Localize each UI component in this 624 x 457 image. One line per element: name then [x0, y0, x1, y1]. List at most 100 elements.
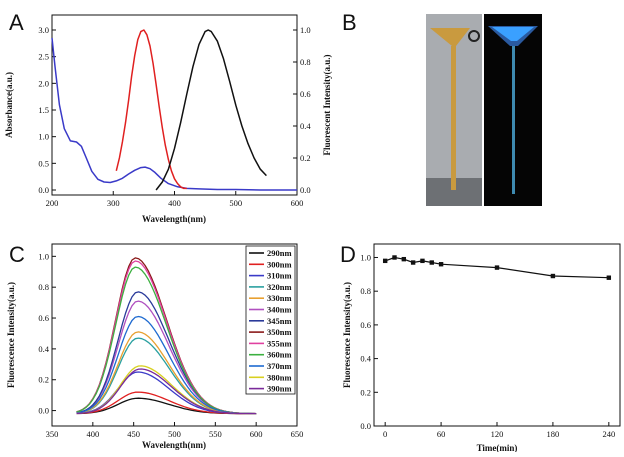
legend-label-330nm: 330nm: [267, 293, 292, 303]
a-yr-tick-label: 0.4: [300, 121, 311, 131]
y-axis-label-a: Absorbance(a.u.): [4, 72, 14, 138]
d-y-tick-label: 0.6: [360, 320, 371, 330]
a-x-tick-label: 400: [168, 198, 181, 208]
series-group-a: [51, 29, 297, 191]
y-axis-right-label-a: Fluorescent Intensity(a.u.): [322, 54, 332, 155]
c-x-tick-label: 350: [46, 429, 59, 439]
legend-label-360nm: 360nm: [267, 350, 292, 360]
a-y-tick-label: 2.5: [38, 52, 49, 62]
x-axis-label-c: Wavelength(nm): [142, 440, 206, 450]
c-y-tick-label: 0.0: [38, 406, 49, 416]
d-y-tick-label: 1.0: [360, 252, 371, 262]
legend-label-290nm: 290nm: [267, 248, 292, 258]
y-axis-label-c: Fluorescence Intensity(a.u.): [6, 282, 16, 388]
excitation-emission-chart: 350 400 450 500 550 600 650 0.0 0.2 0.4 0.6 0.8 1.0…: [6, 243, 304, 450]
d-data-point: [420, 258, 425, 264]
d-data-point: [438, 262, 444, 267]
a-y-tick-label: 3.0: [38, 25, 49, 35]
d-data-point: [382, 258, 388, 264]
a-y-tick-label: 0.5: [38, 158, 49, 168]
legend-label-390nm: 390nm: [267, 384, 292, 394]
d-data-point: [494, 265, 500, 270]
d-x-tick-label: 0: [383, 429, 387, 439]
c-y-tick-label: 0.8: [38, 282, 49, 292]
c-y-tick-label: 0.2: [38, 375, 49, 385]
a-yr-tick-label: 0.0: [300, 185, 311, 195]
tube-stem-daylight: [451, 46, 456, 190]
a-y-tick-label: 2.0: [38, 78, 49, 88]
absorbance-fluorescence-chart: 200 300 400 500 600 0.0 0.5 1.0 1.5 2.0 2.5 3.0 0.…: [4, 14, 332, 224]
c-y-tick-label: 1.0: [38, 251, 49, 261]
c-x-tick-label: 650: [291, 429, 304, 439]
a-x-tick-label: 600: [291, 198, 304, 208]
d-x-tick-label: 180: [547, 429, 560, 439]
cuvette-photo: [426, 14, 542, 206]
legend-label-345nm: 345nm: [267, 316, 292, 326]
time-stability-chart: 0 60 120 180 240 0.0 0.2 0.4 0.6 0.8 1.0 Time(min…: [342, 243, 621, 453]
c-y-tick-label: 0.4: [38, 344, 49, 354]
y-axis-right-ticks-a: 0.0 0.2 0.4 0.6 0.8 1.0: [293, 25, 311, 195]
d-data-point: [401, 256, 407, 262]
legend-label-370nm: 370nm: [267, 361, 292, 371]
tube-funnel-uv-glow: [492, 27, 534, 41]
legend-label-340nm: 340nm: [267, 305, 292, 315]
c-x-tick-label: 450: [127, 429, 140, 439]
plot-frame-d: [373, 243, 621, 427]
c-x-tick-label: 400: [86, 429, 99, 439]
a-yr-tick-label: 0.8: [300, 57, 311, 67]
a-series-line-2: [155, 29, 267, 191]
c-series-line-390nm: [76, 368, 257, 415]
a-y-tick-label: 1.5: [38, 105, 49, 115]
series-group-d: [382, 255, 612, 280]
d-data-point: [550, 273, 556, 279]
d-y-tick-label: 0.8: [360, 286, 371, 296]
c-series-line-355nm: [76, 260, 257, 415]
a-x-tick-label: 300: [107, 198, 120, 208]
legend-label-350nm: 350nm: [267, 327, 292, 337]
a-y-tick-label: 1.0: [38, 132, 49, 142]
d-data-point: [606, 275, 612, 280]
d-series-line: [384, 256, 609, 279]
x-axis-label-d: Time(min): [477, 443, 518, 452]
tube-funnel-daylight: [430, 28, 470, 46]
panel-letter-a: A: [9, 10, 24, 35]
a-yr-tick-label: 0.2: [300, 153, 311, 163]
panel-letter-c: C: [9, 242, 25, 267]
legend-label-310nm: 310nm: [267, 271, 292, 281]
a-series-line-0: [51, 37, 297, 191]
legend-label-380nm: 380nm: [267, 372, 292, 382]
d-y-tick-label: 0.4: [360, 354, 371, 364]
legend-label-320nm: 320nm: [267, 282, 292, 292]
c-x-tick-label: 550: [209, 429, 222, 439]
legend-label-300nm: 300nm: [267, 259, 292, 269]
d-x-tick-label: 240: [602, 429, 615, 439]
d-y-tick-label: 0.0: [360, 421, 371, 431]
a-x-tick-label: 500: [229, 198, 242, 208]
tube-ring-icon: [468, 30, 480, 42]
y-axis-ticks-d: 0.0 0.2 0.4 0.6 0.8 1.0: [360, 252, 378, 431]
x-axis-ticks-c: 350 400 450 500 550 600 650: [46, 422, 304, 439]
d-y-tick-label: 0.2: [360, 387, 371, 397]
legend-label-355nm: 355nm: [267, 338, 292, 348]
y-axis-label-d: Fluorescence Intensity(a.u.): [342, 282, 352, 388]
panel-letter-b: B: [342, 10, 357, 35]
c-y-tick-label: 0.6: [38, 313, 49, 323]
y-axis-ticks-a: 0.0 0.5 1.0 1.5 2.0 2.5 3.0: [38, 25, 56, 195]
x-axis-label-a: Wavelength(nm): [142, 214, 206, 224]
a-yr-tick-label: 1.0: [300, 25, 311, 35]
series-group-c: [76, 257, 257, 415]
a-series-line-1: [115, 29, 187, 190]
c-x-tick-label: 600: [250, 429, 263, 439]
d-x-tick-label: 120: [491, 429, 504, 439]
panel-letter-d: D: [340, 242, 356, 267]
d-x-tick-label: 60: [437, 429, 446, 439]
a-y-tick-label: 0.0: [38, 185, 49, 195]
y-axis-ticks-c: 0.0 0.2 0.4 0.6 0.8 1.0: [38, 251, 56, 416]
c-x-tick-label: 500: [168, 429, 181, 439]
tube-stem-uv: [512, 46, 515, 194]
d-data-point: [410, 260, 416, 265]
x-axis-ticks-a: 200 300 400 500 600: [46, 191, 304, 208]
d-data-point: [429, 260, 434, 265]
